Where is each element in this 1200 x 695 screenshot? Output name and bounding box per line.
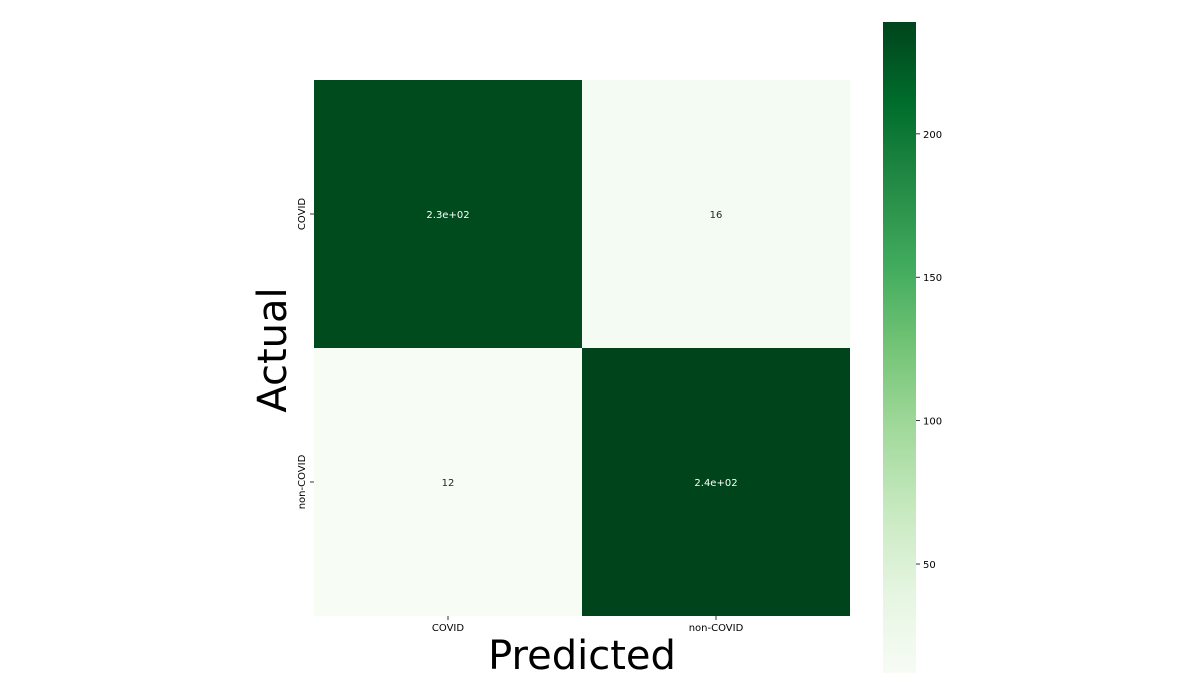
cell-annotation: 2.4e+02 — [694, 478, 737, 489]
heatmap-cell-labels: 2.3e+02 16 12 2.4e+02 — [426, 210, 737, 489]
heatmap-cell — [314, 348, 582, 616]
x-axis-title: Predicted — [488, 633, 676, 679]
colorbar-tick-label: 200 — [923, 130, 942, 141]
y-axis-ticks: COVID non-COVID — [297, 198, 314, 509]
cell-annotation: 12 — [442, 478, 455, 489]
y-tick-label: non-COVID — [297, 454, 308, 509]
colorbar-tick-label: 150 — [923, 273, 942, 284]
heatmap-cell — [582, 348, 850, 616]
colorbar-tick-label: 100 — [923, 417, 942, 428]
heatmap-cell — [314, 80, 582, 348]
x-tick-label: COVID — [432, 623, 464, 634]
colorbar — [883, 22, 916, 673]
x-axis-ticks: COVID non-COVID — [432, 616, 744, 634]
y-axis-title: Actual — [250, 287, 296, 412]
heatmap-cells — [314, 80, 850, 616]
colorbar-ticks: 50 100 150 200 — [916, 130, 942, 571]
x-tick-label: non-COVID — [689, 623, 744, 634]
cell-annotation: 16 — [710, 210, 723, 221]
cell-annotation: 2.3e+02 — [426, 210, 469, 221]
colorbar-tick-label: 50 — [923, 560, 936, 571]
y-tick-label: COVID — [297, 198, 308, 230]
heatmap-cell — [582, 80, 850, 348]
